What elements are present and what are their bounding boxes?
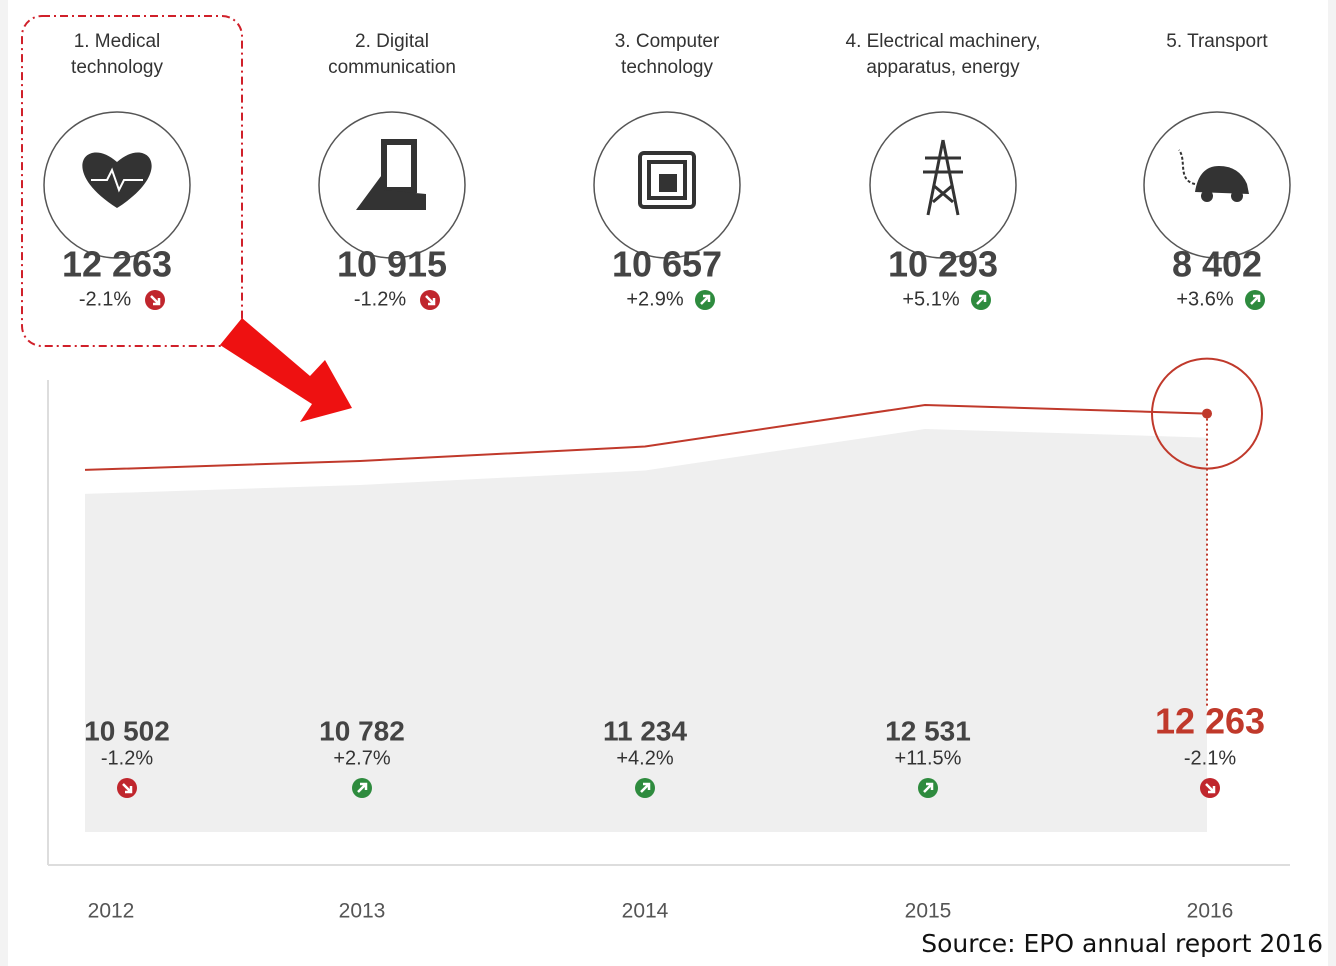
field-change: -1.2% [354,288,406,310]
field: 4. Electrical machinery, apparatus, energ… [846,31,1041,310]
highlight-box [21,15,243,347]
x-tick-label: 2014 [622,900,669,923]
value-label: 12 531 [885,715,971,746]
trend-arrow [700,294,711,305]
field-label: 3. Computer [615,31,720,52]
value-label: 12 263 [1155,701,1265,742]
x-tick-label: 2013 [339,900,386,923]
icon-circle [318,111,466,259]
trend-arrow [357,782,368,793]
field-label: 2. Digital [355,31,429,52]
trend-arrow [1205,783,1216,794]
trend-arrow [425,295,436,306]
trend-arrow [640,782,651,793]
field-label: apparatus, energy [866,57,1020,78]
field-count: 10 915 [337,244,447,285]
value-label: 10 502 [84,715,170,746]
trend-arrow [1250,294,1261,305]
field-label: 4. Electrical machinery, [846,31,1041,52]
trend-arrow [150,295,161,306]
field-label: technology [621,57,713,78]
field: 3. Computer technology 10 657 +2.9% [593,31,741,310]
icon [923,139,963,216]
change-label: +4.2% [616,747,673,769]
source: Source: EPO annual report 2016 [921,929,1323,958]
field: 1. Medical technology 12 263 -2.1% [43,31,191,310]
field-label: 1. Medical [74,31,161,52]
change-label: -1.2% [101,747,153,769]
x-tick-label: 2016 [1187,900,1234,923]
field-change: -2.1% [79,288,131,310]
field-label: technology [71,57,163,78]
x-tick-label: 2012 [88,900,135,923]
arrow [220,318,352,422]
trend-arrow [976,294,987,305]
field-count: 10 657 [612,244,722,285]
change-label: +2.7% [333,747,390,769]
point [1202,408,1212,419]
field-change: +5.1% [902,288,959,310]
icon [82,152,152,208]
highlight-ring [1151,357,1263,470]
value-label: 10 782 [319,715,405,746]
x-tick-label: 2015 [905,900,952,923]
chart: 10 502-1.2% 2012 10 782+2.7% 2013 11 234+4.2… [84,357,1265,923]
fields: 1. Medical technology 12 263 -2.1% 2. Digita… [43,31,1291,310]
trend-arrow [122,783,133,794]
icon [638,151,696,209]
field-count: 12 263 [62,244,172,285]
icon [356,139,426,210]
field: 5. Transport 8 402 +3.6% [1143,31,1291,310]
change-label: +11.5% [895,747,962,769]
value-label: 11 234 [603,715,688,746]
change-label: -2.1% [1184,747,1236,769]
area [85,429,1207,832]
field-change: +3.6% [1176,288,1233,310]
field: 2. Digital communication 10 915 -1.2% [318,31,466,310]
field-count: 10 293 [888,244,998,285]
field-count: 8 402 [1172,244,1262,285]
field-label: 5. Transport [1166,31,1268,52]
icon [1178,149,1249,202]
field-change: +2.9% [626,288,683,310]
trend-arrow [923,782,934,793]
field-label: communication [328,57,456,78]
icon-circle [869,111,1017,259]
line [84,404,1208,471]
